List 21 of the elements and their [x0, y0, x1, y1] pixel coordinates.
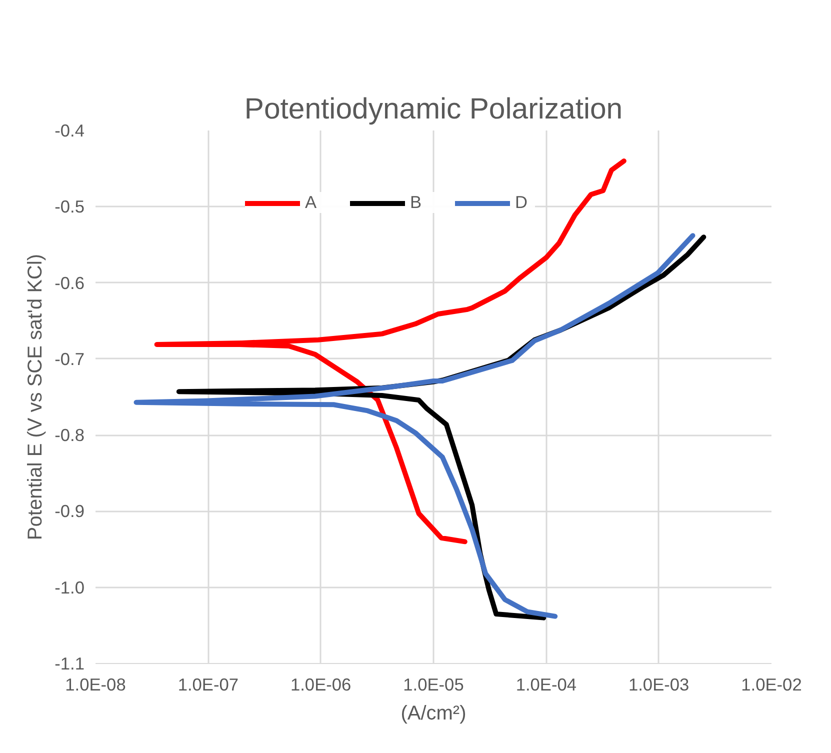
y-tick-label: -0.4	[54, 120, 85, 140]
y-axis-title: Potential E (V vs SCE sat'd KCl)	[24, 254, 47, 540]
x-tick-label: 1.0E-03	[628, 674, 690, 694]
legend-label: D	[515, 192, 529, 213]
y-tick-label: -0.8	[54, 425, 84, 446]
x-tick-label: 1.0E-07	[178, 674, 239, 694]
y-tick-label: -1.0	[54, 577, 84, 598]
legend-label: B	[410, 192, 423, 213]
y-tick-label: -0.7	[54, 348, 84, 369]
x-tick-label: 1.0E-04	[516, 674, 577, 694]
y-tick-label: -0.5	[54, 196, 84, 217]
legend-label: A	[305, 192, 318, 213]
y-tick-label: -0.6	[54, 272, 84, 293]
chart-title: Potentiodynamic Polarization	[244, 92, 623, 126]
x-tick-label: 1.0E-06	[290, 674, 352, 694]
x-tick-label: 1.0E-08	[65, 674, 126, 694]
x-axis-title: (A/cm²)	[400, 702, 466, 724]
y-tick-label: -0.9	[54, 501, 84, 522]
x-tick-label: 1.0E-05	[403, 674, 464, 694]
y-tick-label: -1.1	[54, 654, 84, 674]
x-tick-label: 1.0E-02	[741, 674, 802, 694]
